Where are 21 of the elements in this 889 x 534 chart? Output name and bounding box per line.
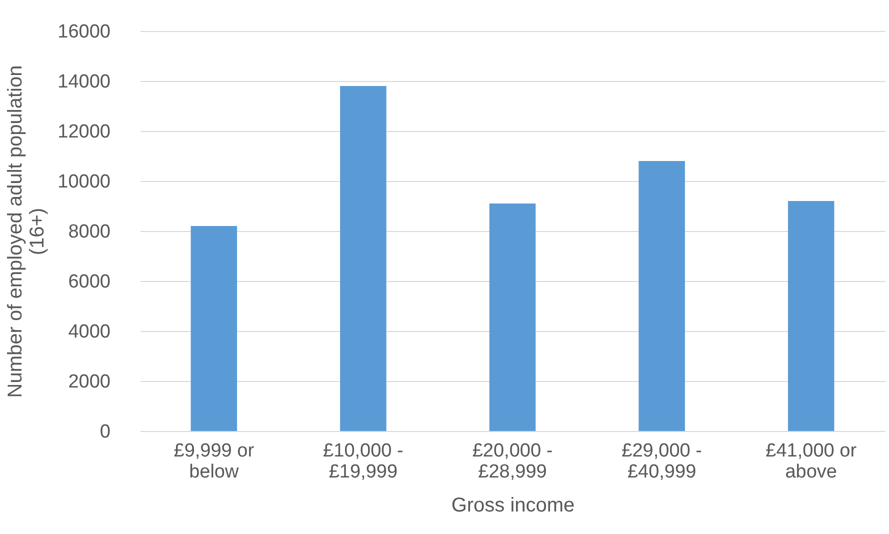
x-tick-label: £41,000 or above bbox=[766, 440, 858, 482]
x-tick-label: £29,000 - £40,999 bbox=[622, 440, 702, 482]
y-tick-label: 14000 bbox=[58, 72, 110, 92]
y-tick-label: 16000 bbox=[58, 22, 110, 42]
bar bbox=[190, 226, 238, 431]
bar bbox=[638, 161, 685, 431]
x-tick-label: £20,000 - £28,999 bbox=[472, 440, 553, 482]
y-tick-label: 8000 bbox=[68, 222, 110, 242]
bar bbox=[788, 201, 834, 431]
y-tick-label: 6000 bbox=[68, 272, 110, 292]
x-tick-label: £9,999 or below bbox=[174, 440, 255, 482]
y-axis-title: Number of employed adult population (16+) bbox=[4, 65, 49, 398]
y-tick-label: 10000 bbox=[58, 172, 110, 192]
y-tick-label: 12000 bbox=[58, 122, 110, 142]
y-tick-label: 4000 bbox=[68, 322, 110, 342]
y-tick-label: 0 bbox=[100, 422, 110, 442]
x-tick-label: £10,000 - £19,999 bbox=[323, 440, 404, 482]
bar bbox=[489, 204, 536, 431]
bar bbox=[340, 86, 386, 431]
y-tick-label: 2000 bbox=[68, 372, 110, 392]
x-axis-title: Gross income bbox=[451, 494, 575, 516]
